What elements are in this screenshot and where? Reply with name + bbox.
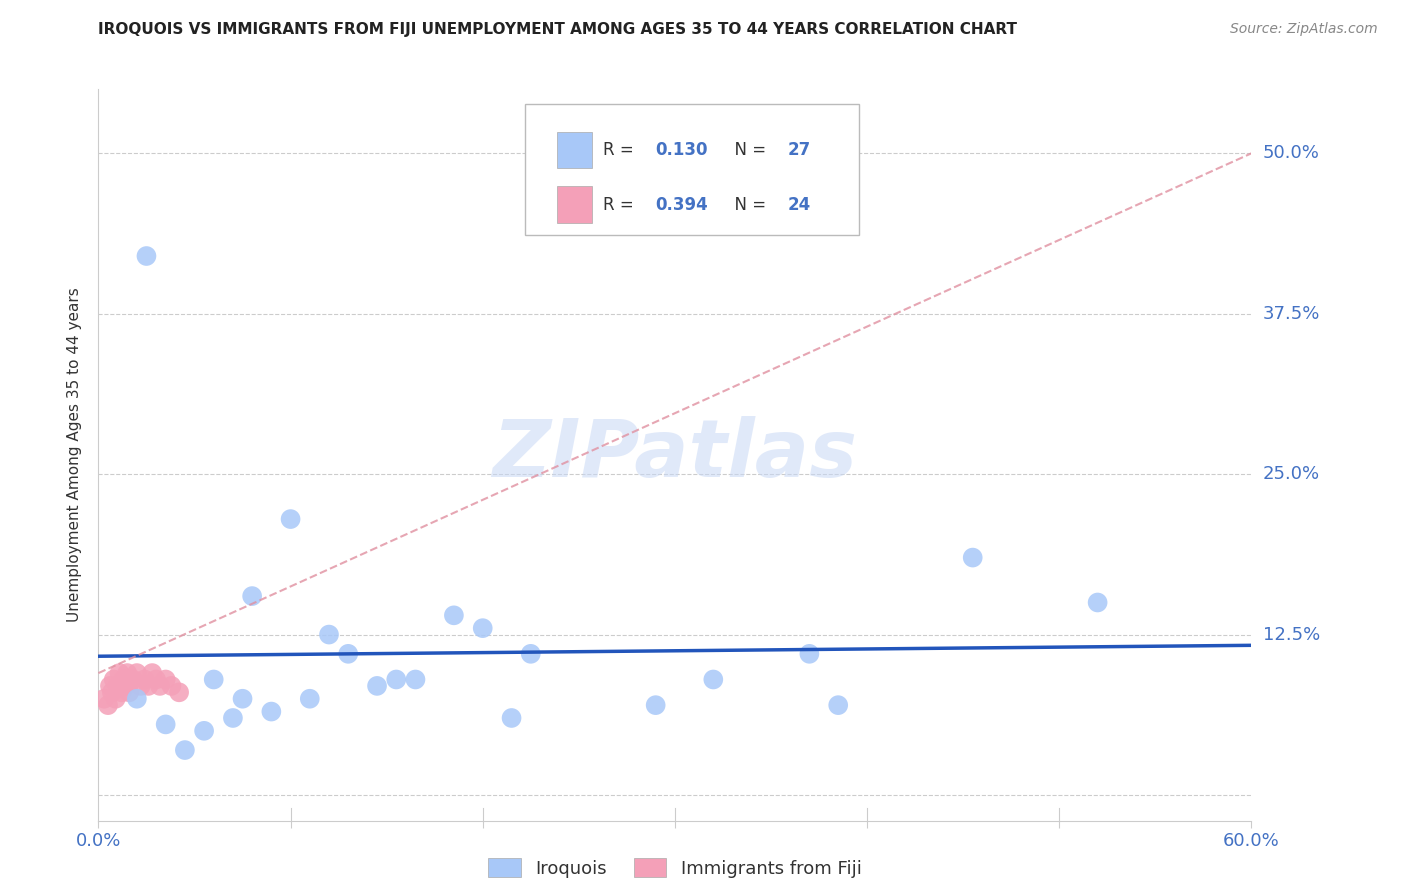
Point (962, 550, 984, 565)
Text: 0.130: 0.130 (655, 141, 707, 159)
Text: 25.0%: 25.0% (1263, 465, 1320, 483)
Point (125, 666, 148, 681)
Text: N =: N = (724, 195, 772, 214)
FancyBboxPatch shape (557, 186, 592, 223)
Point (318, 627, 340, 641)
Point (240, 589, 263, 603)
Point (97, 698, 120, 713)
Legend: Iroquois, Immigrants from Fiji: Iroquois, Immigrants from Fiji (481, 851, 869, 885)
Text: 37.5%: 37.5% (1263, 305, 1320, 323)
Text: R =: R = (603, 195, 640, 214)
Y-axis label: Unemployment Among Ages 35 to 44 years: Unemployment Among Ages 35 to 44 years (67, 287, 83, 623)
Point (702, 673, 724, 687)
Point (260, 705, 283, 719)
Text: IROQUOIS VS IMMIGRANTS FROM FIJI UNEMPLOYMENT AMONG AGES 35 TO 44 YEARS CORRELAT: IROQUOIS VS IMMIGRANTS FROM FIJI UNEMPLO… (98, 22, 1018, 37)
Point (827, 698, 849, 713)
Point (280, 512, 302, 526)
Point (155, 717, 177, 731)
Point (231, 691, 254, 706)
Text: 50.0%: 50.0% (1263, 145, 1320, 162)
Point (366, 679, 388, 693)
Point (125, 691, 148, 706)
Point (112, 673, 135, 687)
Point (405, 673, 427, 687)
Point (160, 679, 183, 693)
Point (443, 608, 465, 623)
Text: ZIPatlas: ZIPatlas (492, 416, 858, 494)
Text: N =: N = (724, 141, 772, 159)
Point (167, 685, 190, 699)
Point (520, 647, 543, 661)
Point (134, 673, 156, 687)
Point (337, 647, 360, 661)
Point (93, 691, 115, 706)
Point (298, 691, 321, 706)
Point (1087, 595, 1109, 609)
Point (174, 743, 197, 757)
Point (117, 666, 138, 681)
FancyBboxPatch shape (557, 132, 592, 169)
Text: 24: 24 (787, 195, 811, 214)
Point (141, 666, 163, 681)
Point (101, 685, 124, 699)
Point (644, 698, 666, 713)
Point (118, 685, 141, 699)
Point (155, 673, 177, 687)
Point (471, 621, 494, 635)
Point (98, 679, 121, 693)
Text: 12.5%: 12.5% (1263, 625, 1320, 643)
FancyBboxPatch shape (524, 103, 859, 235)
Point (501, 711, 523, 725)
Point (108, 666, 131, 681)
Text: 0.394: 0.394 (655, 195, 709, 214)
Point (385, 673, 408, 687)
Point (122, 673, 145, 687)
Point (114, 679, 136, 693)
Point (138, 679, 160, 693)
Text: Source: ZipAtlas.com: Source: ZipAtlas.com (1230, 22, 1378, 37)
Text: R =: R = (603, 141, 640, 159)
Point (110, 685, 132, 699)
Point (149, 679, 172, 693)
Point (799, 647, 821, 661)
Point (129, 679, 152, 693)
Point (202, 673, 225, 687)
Point (135, 249, 157, 263)
Point (145, 673, 167, 687)
Point (222, 711, 245, 725)
Point (193, 723, 215, 738)
Point (104, 691, 127, 706)
Point (107, 679, 129, 693)
Point (103, 673, 125, 687)
Text: 27: 27 (787, 141, 811, 159)
